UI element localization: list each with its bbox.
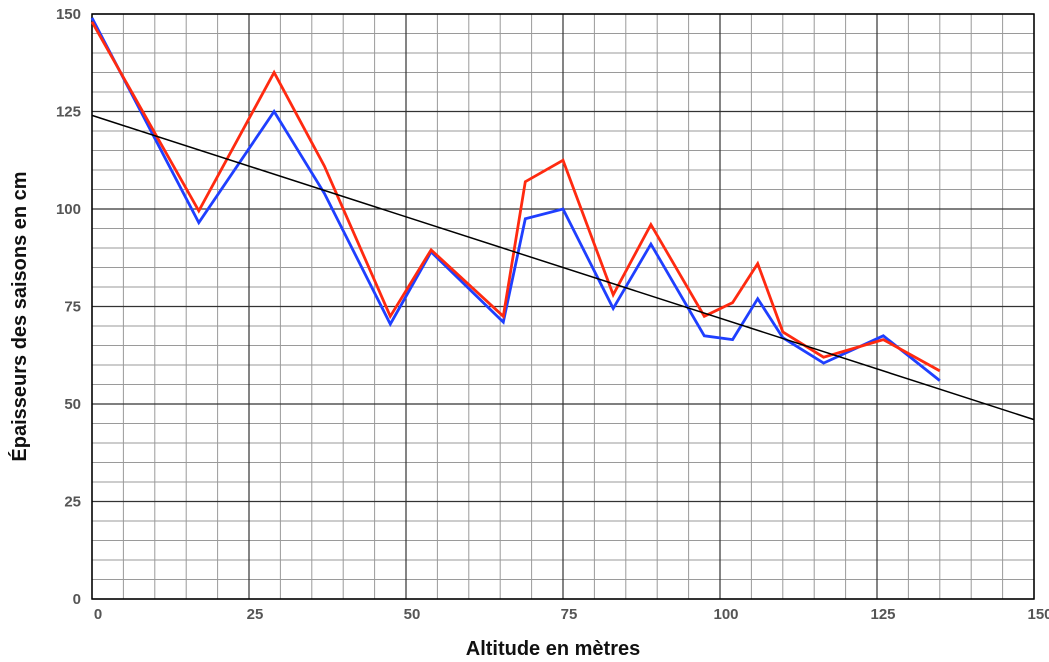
x-tick-label: 75 — [561, 606, 578, 623]
y-axis-ticks: 0 25 50 75 100 125 150 — [56, 6, 81, 608]
series-line-2 — [90, 21, 941, 373]
trend-line — [91, 114, 1035, 421]
x-tick-label: 100 — [713, 606, 738, 623]
y-tick-label: 0 — [73, 591, 81, 608]
y-axis-title: Épaisseurs des saisons en cm — [8, 171, 31, 461]
x-tick-label: 50 — [404, 606, 421, 623]
x-tick-label: 25 — [247, 606, 264, 623]
y-tick-label: 100 — [56, 201, 81, 218]
series-layer — [90, 17, 1035, 421]
y-tick-label: 150 — [56, 6, 81, 23]
y-tick-label: 25 — [64, 494, 81, 511]
y-tick-label: 125 — [56, 104, 81, 121]
x-tick-label: 125 — [870, 606, 895, 623]
series-line-1 — [90, 17, 941, 382]
y-tick-label: 75 — [64, 299, 81, 316]
x-axis-title: Altitude en mètres — [466, 638, 640, 660]
x-tick-label: 0 — [94, 606, 102, 623]
x-tick-label: 150 — [1027, 606, 1049, 623]
y-tick-label: 50 — [64, 396, 81, 413]
x-axis-ticks: 0 25 50 75 100 125 150 — [94, 606, 1049, 623]
plot-frame — [91, 13, 1035, 600]
major-grid — [91, 13, 1035, 600]
